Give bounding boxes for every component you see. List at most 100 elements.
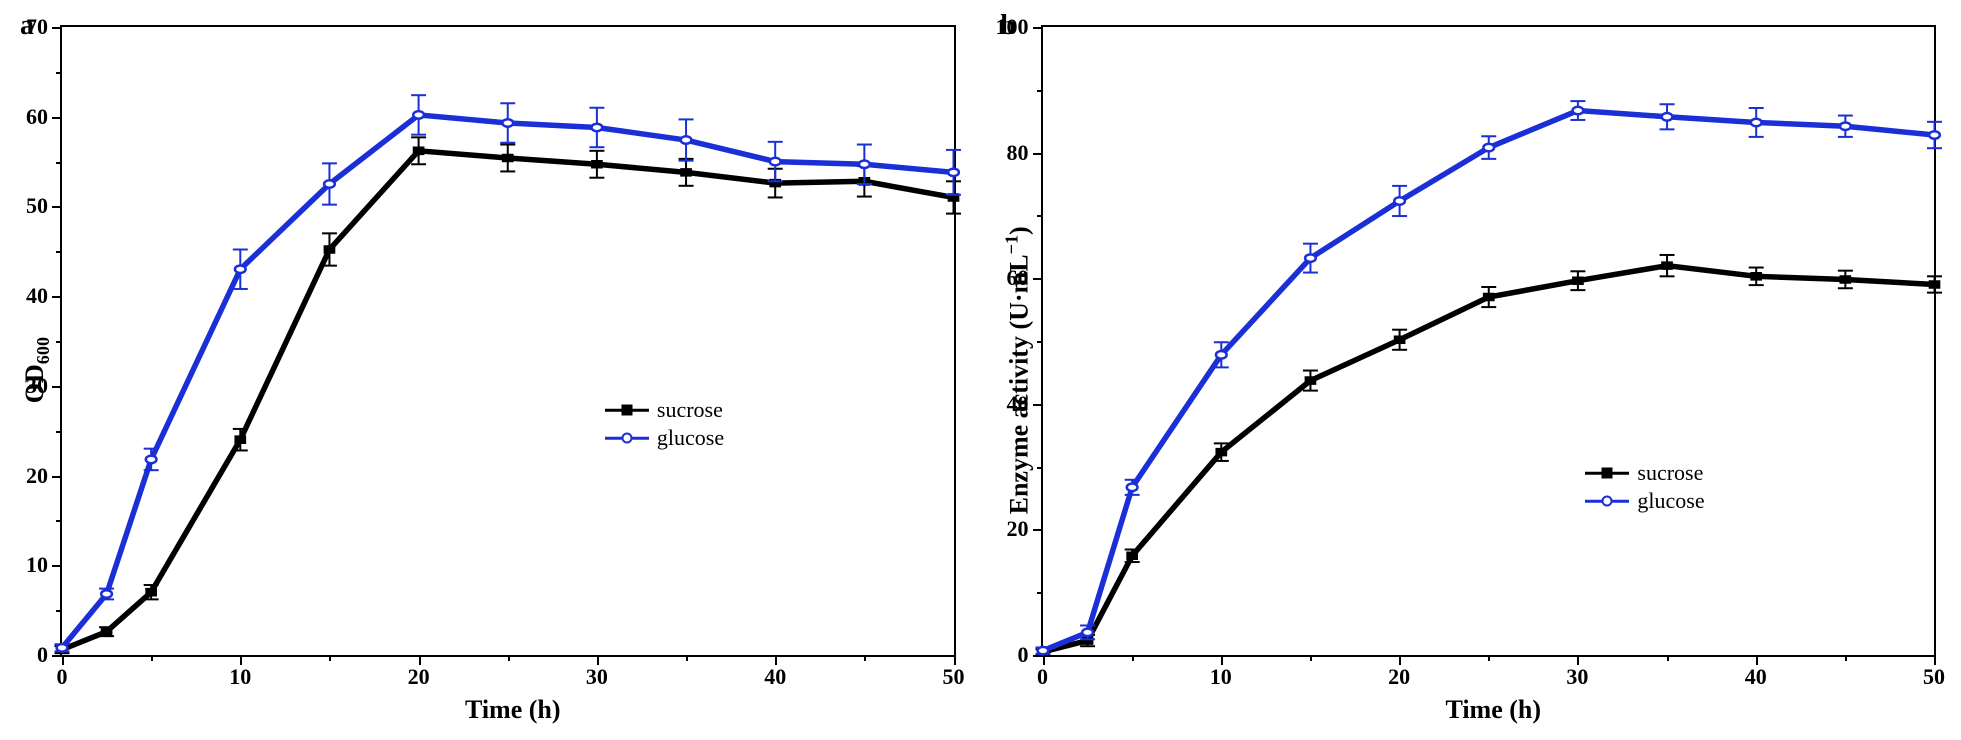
panel-a: a OD600 01020304050010203040506070sucros…: [15, 15, 966, 725]
tick-x-label: 40: [1745, 664, 1767, 690]
marker-circle: [1840, 122, 1851, 130]
tick-y: [1033, 529, 1043, 531]
tick-y-label: 20: [26, 463, 48, 489]
marker-square: [1215, 448, 1226, 456]
panel-b-plot-wrap: Enzyme activity (U·mL−1) 010203040500204…: [996, 15, 1947, 725]
tick-y: [1033, 27, 1043, 29]
marker-circle: [146, 456, 157, 464]
tick-y: [1033, 153, 1043, 155]
marker-square: [146, 588, 157, 596]
tick-y-label: 20: [1007, 516, 1029, 542]
marker-square: [681, 169, 692, 177]
marker-circle: [502, 119, 513, 127]
marker-square: [101, 628, 112, 636]
series-line-sucrose: [1043, 266, 1935, 652]
tick-x-minor: [1845, 655, 1847, 661]
marker-circle: [948, 169, 959, 177]
tick-y-label: 0: [1018, 642, 1029, 668]
legend-item: sucrose: [1585, 460, 1704, 486]
tick-x-minor: [1310, 655, 1312, 661]
circle-icon: [621, 433, 632, 444]
marker-circle: [1750, 119, 1761, 127]
square-icon: [621, 405, 632, 416]
legend-item: glucose: [1585, 488, 1704, 514]
marker-square: [1840, 276, 1851, 284]
tick-y: [52, 655, 62, 657]
marker-circle: [1126, 484, 1137, 492]
panel-b: b Enzyme activity (U·mL−1) 0102030405002…: [996, 15, 1947, 725]
marker-square: [413, 147, 424, 155]
marker-square: [1394, 336, 1405, 344]
marker-circle: [859, 160, 870, 168]
legend-item: glucose: [605, 425, 724, 451]
marker-circle: [1929, 131, 1940, 139]
marker-square: [1305, 377, 1316, 385]
marker-circle: [681, 136, 692, 144]
panel-a-xlabel: Time (h): [60, 695, 966, 725]
tick-y-label: 70: [26, 14, 48, 40]
tick-y: [1033, 404, 1043, 406]
legend: sucroseglucose: [597, 391, 732, 457]
tick-y-label: 10: [26, 552, 48, 578]
chart-svg: [1043, 27, 1935, 655]
marker-circle: [1661, 113, 1672, 121]
marker-square: [1661, 262, 1672, 270]
marker-square: [1483, 293, 1494, 301]
tick-x-label: 10: [1210, 664, 1232, 690]
panel-a-plot-wrap: OD600 01020304050010203040506070sucroseg…: [15, 15, 966, 725]
figure: a OD600 01020304050010203040506070sucros…: [15, 15, 1946, 725]
panel-b-plot-area: 01020304050020406080100sucroseglucose: [1041, 25, 1937, 657]
tick-x-minor: [329, 655, 331, 661]
tick-x-label: 0: [57, 664, 68, 690]
marker-circle: [235, 265, 246, 273]
legend-label: glucose: [657, 425, 724, 451]
series-line-glucose: [62, 115, 954, 648]
marker-circle: [1305, 254, 1316, 262]
marker-square: [235, 436, 246, 444]
chart-svg: [62, 27, 954, 655]
tick-y: [52, 296, 62, 298]
tick-y: [52, 206, 62, 208]
tick-y: [52, 565, 62, 567]
tick-x-label: 20: [1388, 664, 1410, 690]
marker-square: [1750, 273, 1761, 281]
marker-circle: [1082, 629, 1093, 637]
tick-x-label: 50: [1923, 664, 1945, 690]
marker-circle: [324, 180, 335, 188]
marker-circle: [101, 590, 112, 598]
tick-x-label: 50: [943, 664, 965, 690]
tick-x-minor: [1488, 655, 1490, 661]
tick-y: [52, 27, 62, 29]
tick-x-label: 30: [586, 664, 608, 690]
tick-x-label: 0: [1037, 664, 1048, 690]
tick-x-label: 40: [764, 664, 786, 690]
tick-x-minor: [864, 655, 866, 661]
tick-y-label: 80: [1007, 140, 1029, 166]
legend-item: sucrose: [605, 397, 724, 423]
tick-y-label: 0: [37, 642, 48, 668]
marker-circle: [1483, 144, 1494, 152]
tick-x-label: 20: [408, 664, 430, 690]
marker-circle: [1037, 647, 1048, 655]
marker-square: [502, 154, 513, 162]
marker-circle: [1394, 197, 1405, 205]
tick-y-label: 100: [996, 14, 1029, 40]
square-icon: [1602, 468, 1613, 479]
marker-square: [1572, 277, 1583, 285]
marker-circle: [1572, 107, 1583, 115]
marker-circle: [57, 644, 68, 652]
marker-square: [592, 160, 603, 168]
tick-y-label: 60: [26, 104, 48, 130]
panel-b-xlabel: Time (h): [1041, 695, 1947, 725]
tick-x-minor: [1667, 655, 1669, 661]
tick-y: [1033, 278, 1043, 280]
tick-y: [52, 476, 62, 478]
tick-y: [52, 386, 62, 388]
marker-circle: [770, 158, 781, 166]
legend-label: sucrose: [1637, 460, 1703, 486]
tick-x-minor: [686, 655, 688, 661]
marker-circle: [1215, 351, 1226, 359]
legend-label: glucose: [1637, 488, 1704, 514]
marker-circle: [413, 111, 424, 119]
marker-square: [1126, 552, 1137, 560]
